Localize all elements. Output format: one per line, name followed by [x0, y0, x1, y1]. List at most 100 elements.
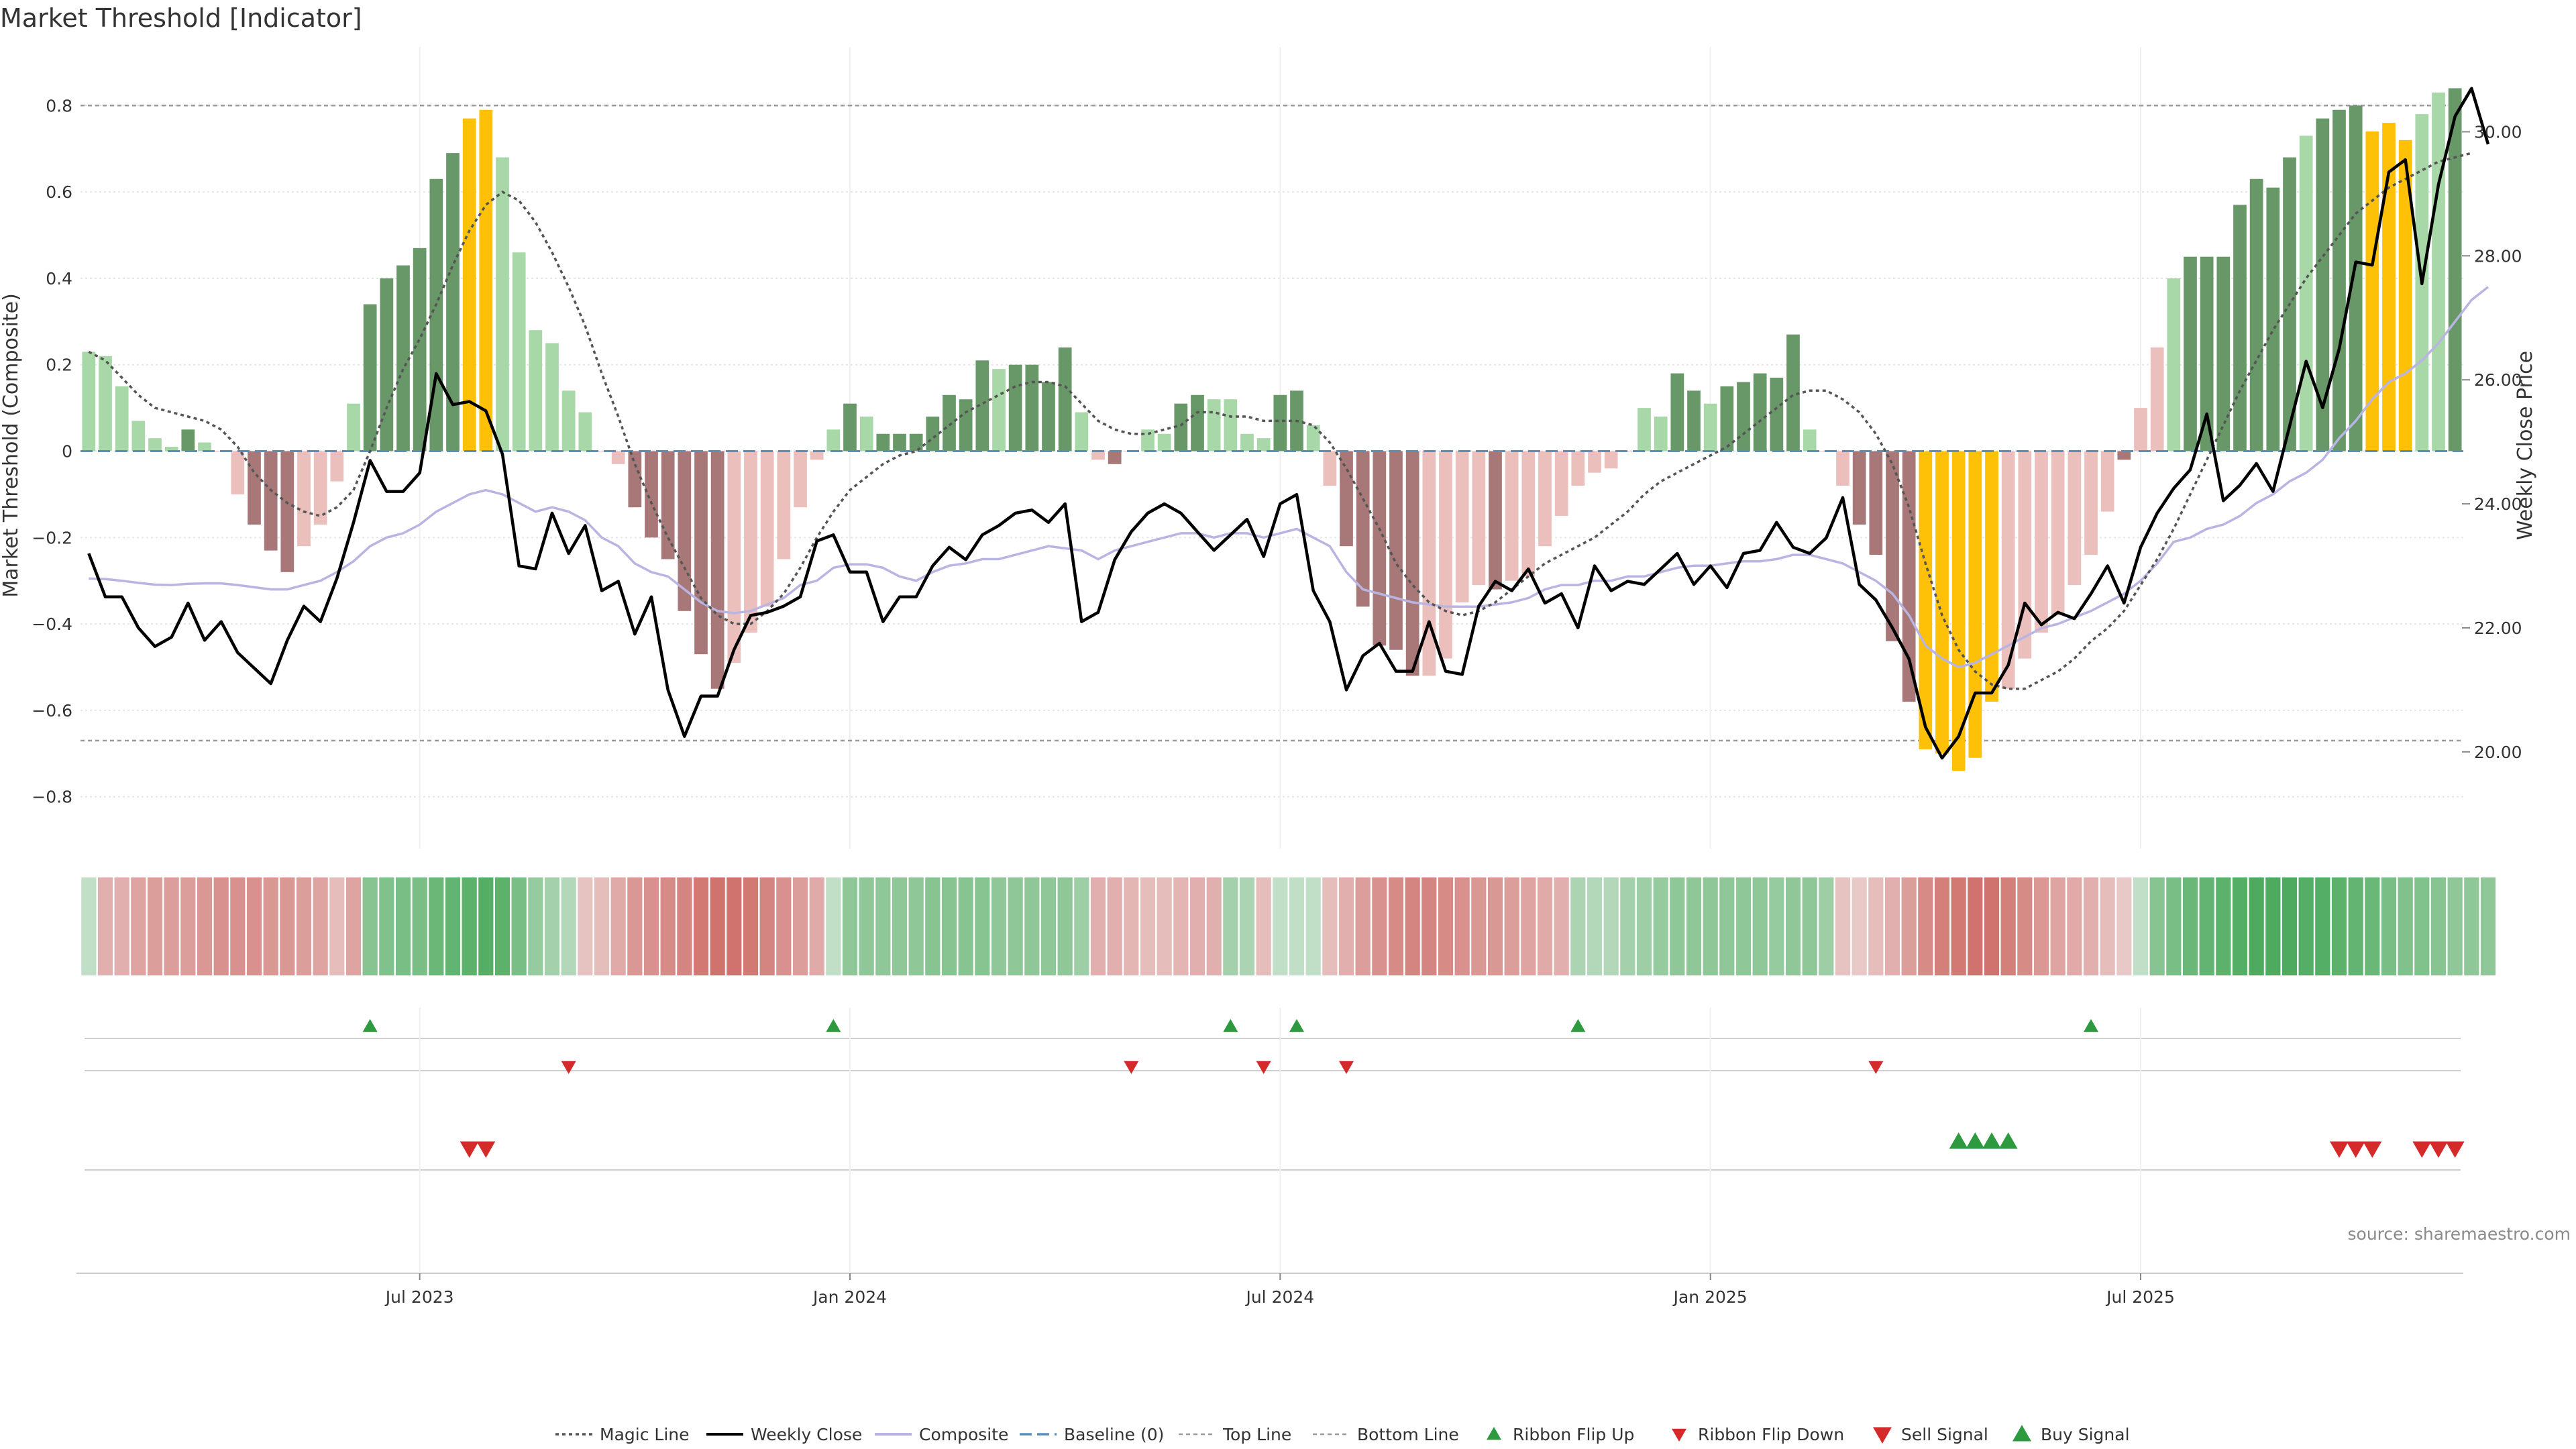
- composite-bar: [1521, 451, 1536, 577]
- ribbon-cell: [1686, 877, 1702, 975]
- ribbon-flip-down-marker: [1124, 1061, 1139, 1074]
- composite-bar: [1935, 451, 1949, 754]
- y-tick-label: −0.6: [32, 701, 72, 720]
- sell-signal-marker: [476, 1141, 496, 1158]
- composite-bar: [148, 438, 162, 451]
- ribbon-cell: [1074, 877, 1089, 975]
- legend-label: Bottom Line: [1357, 1425, 1459, 1444]
- composite-bar: [2432, 92, 2445, 451]
- y-tick-label: −0.4: [32, 614, 72, 634]
- composite-bar: [297, 451, 311, 547]
- composite-bar: [2001, 451, 2015, 689]
- ribbon-cell: [1421, 877, 1437, 975]
- ribbon-cell: [1305, 877, 1321, 975]
- ribbon-cell: [2265, 877, 2281, 975]
- composite-bar: [1373, 451, 1387, 646]
- composite-bar: [1306, 425, 1320, 451]
- composite-bar: [1256, 438, 1271, 451]
- sell-signal-marker: [2429, 1141, 2448, 1158]
- composite-bar: [1985, 451, 1998, 702]
- composite-bar: [1951, 451, 1966, 771]
- ribbon-cell: [1554, 877, 1569, 975]
- ribbon-cell: [2017, 877, 2033, 975]
- ribbon-cell: [677, 877, 692, 975]
- composite-bar: [2200, 256, 2214, 451]
- composite-bar: [876, 433, 890, 451]
- ribbon-cell: [1537, 877, 1553, 975]
- legend-label: Weekly Close: [751, 1425, 862, 1444]
- ribbon-cell: [2149, 877, 2165, 975]
- composite-bar: [645, 451, 658, 538]
- composite-bar: [578, 412, 592, 451]
- composite-bar: [794, 451, 807, 508]
- ribbon-cell: [2050, 877, 2065, 975]
- composite-bar: [462, 118, 476, 451]
- ribbon-cell: [2116, 877, 2132, 975]
- ribbon-cell: [941, 877, 957, 975]
- composite-bar: [1571, 451, 1585, 486]
- composite-bar: [198, 442, 211, 451]
- y-tick-label: 0.6: [46, 182, 72, 202]
- ribbon-cell: [230, 877, 246, 975]
- ribbon-flip-up-marker: [362, 1019, 378, 1032]
- ribbon-cell: [1603, 877, 1619, 975]
- legend-swatch-flip-down: [1672, 1428, 1686, 1442]
- legend-label: Buy Signal: [2041, 1425, 2130, 1444]
- composite-bar: [545, 343, 559, 451]
- ribbon-cell: [1951, 877, 1966, 975]
- ribbon-cell: [2381, 877, 2397, 975]
- ribbon-cell: [2447, 877, 2463, 975]
- ribbon-cell: [776, 877, 792, 975]
- ribbon-cell: [826, 877, 841, 975]
- legend-label: Composite: [919, 1425, 1008, 1444]
- composite-bar: [1042, 382, 1055, 451]
- composite-bar: [893, 433, 906, 451]
- ribbon-cell: [561, 877, 576, 975]
- ribbon-cell: [892, 877, 908, 975]
- composite-bar: [99, 356, 112, 451]
- ribbon-cell: [1984, 877, 2000, 975]
- composite-bar: [1224, 399, 1238, 451]
- y2-tick-label: 20.00: [2474, 743, 2522, 762]
- composite-bar: [1554, 451, 1568, 517]
- composite-bar: [2365, 131, 2379, 451]
- composite-bar: [2382, 123, 2396, 451]
- ribbon-cell: [1008, 877, 1023, 975]
- ribbon-cell: [958, 877, 973, 975]
- x-tick-label: Jan 2025: [1672, 1287, 1748, 1307]
- ribbon-cell: [1024, 877, 1040, 975]
- composite-bar: [2167, 278, 2181, 451]
- composite-bar: [2134, 408, 2147, 451]
- ribbon-cell: [2414, 877, 2430, 975]
- buy-signal-marker: [1949, 1132, 1968, 1149]
- x-tick-label: Jul 2025: [2105, 1287, 2175, 1307]
- y-tick-label: 0.4: [46, 269, 72, 288]
- sell-signal-marker: [2412, 1141, 2432, 1158]
- composite-bar: [2266, 187, 2280, 451]
- ribbon-cell: [1752, 877, 1768, 975]
- y2-tick-label: 22.00: [2474, 619, 2522, 638]
- y-axis-label: Market Threshold (Composite): [0, 293, 23, 598]
- composite-bar: [181, 429, 195, 451]
- x-tick-label: Jul 2024: [1244, 1287, 1314, 1307]
- ribbon-cell: [412, 877, 427, 975]
- ribbon-cell: [809, 877, 824, 975]
- ribbon-cell: [329, 877, 345, 975]
- composite-bar: [909, 433, 923, 451]
- composite-bar: [2332, 109, 2346, 451]
- y-axis-right: 30.00 28.00 26.00 24.00 22.00 20.00: [2462, 122, 2522, 762]
- composite-bar: [1191, 394, 1204, 451]
- composite-bar: [1174, 403, 1188, 451]
- ribbon-cell: [1471, 877, 1487, 975]
- ribbon-cell: [578, 877, 593, 975]
- ribbon-cell: [1918, 877, 1933, 975]
- ribbon-cell: [1040, 877, 1057, 975]
- x-tick-label: Jan 2024: [812, 1287, 887, 1307]
- ribbon-cell: [1372, 877, 1387, 975]
- composite-bar: [1753, 373, 1767, 451]
- ribbon-cell: [2199, 877, 2214, 975]
- x-tick-label: Jul 2023: [384, 1287, 454, 1307]
- weekly-close-line: [87, 87, 2490, 760]
- composite-bar: [744, 451, 757, 633]
- composite-bar: [1720, 386, 1734, 451]
